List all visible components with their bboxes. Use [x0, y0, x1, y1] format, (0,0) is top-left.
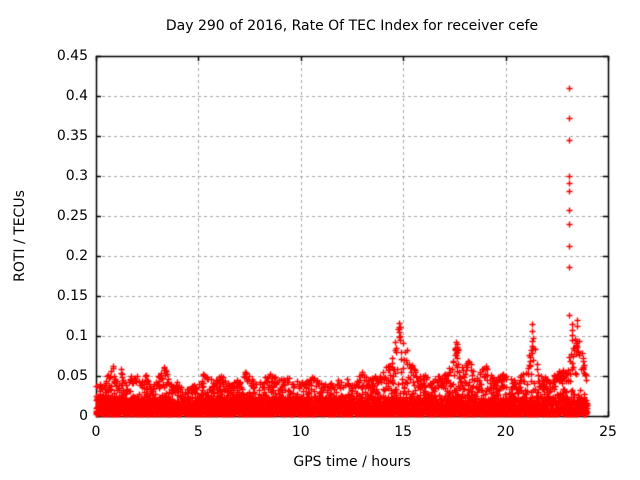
x-tick-label: 15: [394, 424, 413, 440]
y-tick-label: 0.45: [56, 48, 88, 64]
y-tick-label: 0.25: [56, 208, 88, 224]
y-tick-label: 0.2: [65, 248, 88, 264]
y-tick-label: 0.05: [56, 368, 88, 384]
x-tick-label: 10: [291, 424, 310, 440]
y-tick-label: 0.4: [65, 88, 88, 104]
chart-title: Day 290 of 2016, Rate Of TEC Index for r…: [165, 18, 539, 34]
y-tick-label: 0.1: [65, 328, 88, 344]
y-tick-label: 0.15: [56, 288, 88, 304]
y-tick-label: 0.35: [56, 128, 88, 144]
x-axis-label: GPS time / hours: [293, 454, 411, 470]
y-tick-label: 0: [79, 408, 88, 424]
x-tick-label: 5: [193, 424, 203, 440]
x-tick-label: 0: [91, 424, 101, 440]
x-tick-label: 25: [599, 424, 617, 440]
y-axis-label: ROTI / TECUs: [12, 190, 28, 282]
y-tick-label: 0.3: [65, 168, 88, 184]
x-tick-label: 20: [496, 424, 515, 440]
